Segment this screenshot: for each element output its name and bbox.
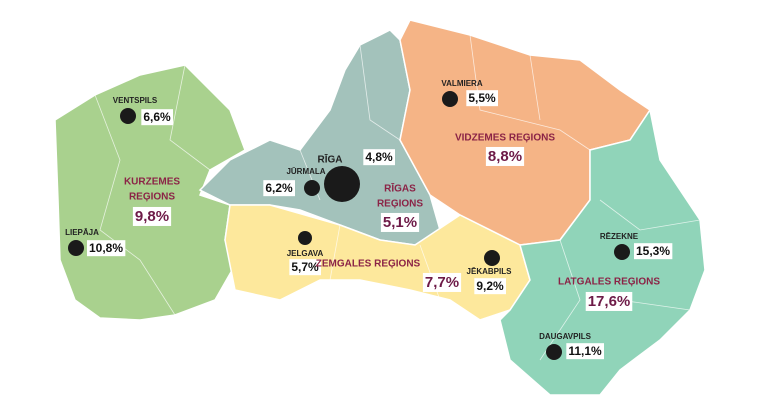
value-box (466, 90, 499, 107)
city-value: 11,1% (568, 344, 602, 358)
region-value: 8,8% (488, 148, 522, 165)
value-box (132, 206, 172, 226)
city-value: 5,5% (468, 91, 496, 105)
region-name: REĢIONS (129, 192, 175, 203)
value-box (422, 272, 462, 292)
city-dot (68, 240, 84, 256)
city-dot (614, 244, 630, 260)
district-borders (94, 34, 701, 361)
city-value: 5,7% (291, 260, 319, 274)
city-dot (304, 180, 320, 196)
city-name: RĒZEKNE (600, 232, 639, 241)
region-name: KURZEMES (124, 177, 180, 188)
value-box (380, 212, 420, 232)
city-name: DAUGAVPILS (539, 332, 592, 341)
city-name: JŪRMALA (286, 167, 325, 176)
region-name: ZEMGALES REĢIONS (316, 259, 421, 270)
region-value: 5,1% (383, 214, 417, 231)
value-box (566, 343, 605, 360)
city-dot (546, 344, 562, 360)
region-name: LATGALES REĢIONS (558, 277, 660, 288)
city-dot (324, 166, 360, 202)
city-value: 9,2% (476, 279, 504, 293)
city-name: JĒKABPILS (467, 267, 513, 276)
city-dot (120, 108, 136, 124)
city-value: 6,2% (265, 181, 293, 195)
city-name: VALMIERA (441, 79, 482, 88)
value-box (141, 109, 174, 126)
city-name: VENTSPILS (113, 96, 158, 105)
city-dot (484, 250, 500, 266)
region-name: REĢIONS (377, 199, 423, 210)
region-name: VIDZEMES REĢIONS (455, 133, 555, 144)
city-value: 10,8% (89, 241, 123, 255)
value-box (86, 240, 126, 257)
region-value: 9,8% (135, 208, 169, 225)
value-box (263, 180, 296, 197)
region-value: 7,7% (425, 274, 459, 291)
value-box (474, 278, 507, 295)
value-box (289, 259, 322, 276)
city-value: 4,8% (365, 150, 393, 164)
city-value: 6,6% (143, 110, 171, 124)
city-dot (442, 91, 458, 107)
value-box (485, 146, 525, 166)
city-value: 15,3% (636, 244, 670, 258)
city-name: JELGAVA (287, 249, 324, 258)
region-name: RĪGAS (384, 183, 416, 195)
value-box (363, 149, 396, 166)
region-latgale (499, 108, 706, 396)
value-box (633, 243, 673, 260)
value-box (585, 291, 633, 311)
region-value: 17,6% (588, 293, 631, 310)
city-name: LIEPĀJA (65, 228, 99, 237)
city-name: RĪGA (318, 154, 343, 166)
city-dot (298, 231, 312, 245)
